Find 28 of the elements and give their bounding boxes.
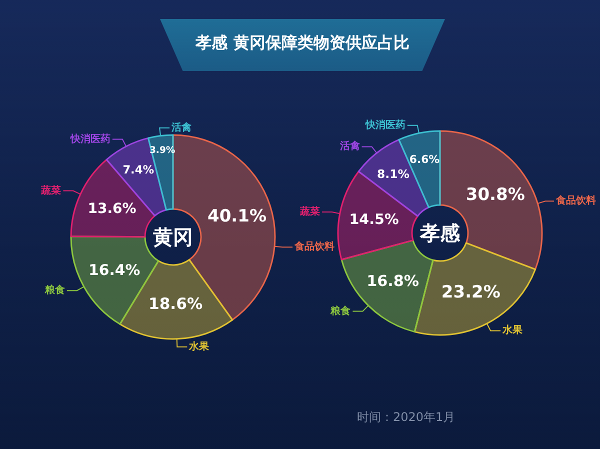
text: 时间：2020年1月 [357,410,456,424]
slice-label: 粮食 [330,304,351,317]
slice-label: 快消医药 [364,118,406,131]
data-label: 30.8% [466,184,525,205]
slice-label: 水果 [502,324,524,336]
slice-label: 活禽 [170,121,193,134]
data-label: 13.6% [88,200,136,217]
chart-title: 孝感 黄冈保障类物资供应占比 [194,32,410,54]
data-label: 7.4% [122,164,154,177]
data-label: 16.8% [366,272,419,290]
data-label: 16.4% [88,260,140,279]
slice-label: 粮食 [44,284,65,296]
slice-label: 快消医药 [69,132,110,145]
text: 孝感 [419,221,461,245]
data-label: 23.2% [441,282,500,303]
text: 黄冈 [152,225,193,249]
data-label: 18.6% [148,295,203,314]
slice-label: 水果 [188,340,210,352]
data-label: 8.1% [377,166,410,181]
slice-label: 食品饮料 [555,194,596,207]
slice-label: 食品饮料 [294,240,335,253]
slice-label: 蔬菜 [299,206,320,218]
data-label: 3.9% [149,144,176,156]
data-label: 6.6% [409,152,440,166]
slice-label: 活禽 [338,140,361,152]
slice-label: 蔬菜 [40,184,62,196]
data-label: 14.5% [349,212,399,228]
data-label: 40.1% [208,206,266,226]
